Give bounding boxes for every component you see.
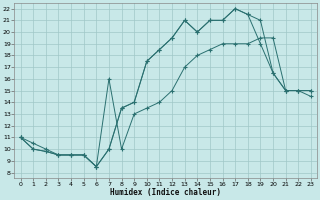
X-axis label: Humidex (Indice chaleur): Humidex (Indice chaleur) — [110, 188, 221, 197]
